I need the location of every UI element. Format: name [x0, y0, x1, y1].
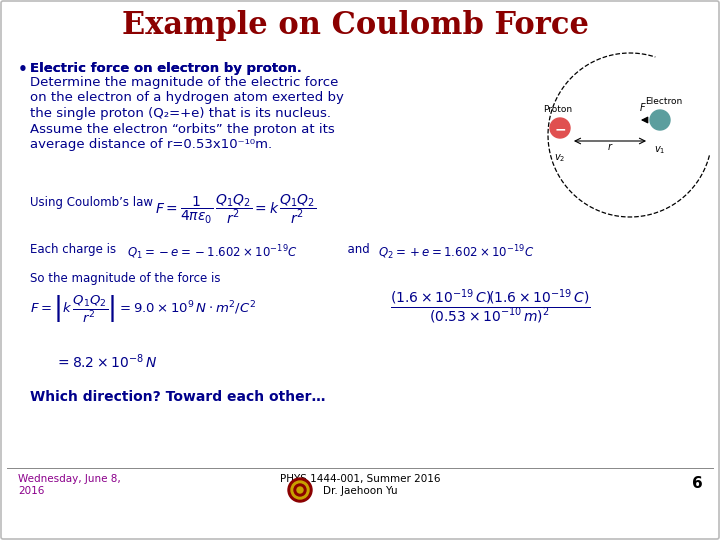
Text: So the magnitude of the force is: So the magnitude of the force is [30, 272, 220, 285]
Text: Using Coulomb’s law: Using Coulomb’s law [30, 196, 153, 209]
Text: Example on Coulomb Force: Example on Coulomb Force [122, 10, 588, 41]
Text: Electron: Electron [645, 97, 683, 106]
Text: $\dfrac{\left(1.6\times10^{-19}\,C\right)\!\left(1.6\times10^{-19}\,C\right)}{\l: $\dfrac{\left(1.6\times10^{-19}\,C\right… [390, 287, 591, 326]
Text: •: • [18, 62, 28, 77]
Text: Electric force on electron by proton.: Electric force on electron by proton. [30, 62, 302, 75]
Circle shape [297, 487, 303, 493]
Text: −: − [554, 122, 566, 136]
Text: Determine the magnitude of the electric force: Determine the magnitude of the electric … [30, 76, 338, 89]
Text: $\mathit{v}_2$: $\mathit{v}_2$ [554, 152, 566, 164]
Circle shape [650, 110, 670, 130]
Text: Each charge is: Each charge is [30, 243, 116, 256]
Text: the single proton (Q₂=+e) that is its nucleus.: the single proton (Q₂=+e) that is its nu… [30, 107, 331, 120]
Circle shape [288, 478, 312, 502]
Text: Proton: Proton [544, 105, 572, 114]
Text: $Q_1 = -e = -1.602\times10^{-19}C$: $Q_1 = -e = -1.602\times10^{-19}C$ [127, 243, 298, 262]
Text: r: r [608, 142, 612, 152]
Text: Assume the electron “orbits” the proton at its: Assume the electron “orbits” the proton … [30, 123, 335, 136]
Text: $F = \dfrac{1}{4\pi\varepsilon_0}\,\dfrac{Q_1 Q_2}{r^2} = k\,\dfrac{Q_1 Q_2}{r^2: $F = \dfrac{1}{4\pi\varepsilon_0}\,\dfra… [155, 193, 316, 226]
Text: $= 8.2\times10^{-8}\,N$: $= 8.2\times10^{-8}\,N$ [55, 352, 157, 370]
Text: $Q_2 = +e = 1.602\times10^{-19}C$: $Q_2 = +e = 1.602\times10^{-19}C$ [378, 243, 534, 262]
Text: and: and [340, 243, 377, 256]
Circle shape [550, 118, 570, 138]
Circle shape [291, 481, 309, 499]
Text: Wednesday, June 8,
2016: Wednesday, June 8, 2016 [18, 474, 121, 496]
Text: Electric force on electron by proton: Electric force on electron by proton [30, 62, 297, 75]
Text: average distance of r=0.53x10⁻¹⁰m.: average distance of r=0.53x10⁻¹⁰m. [30, 138, 272, 151]
Circle shape [294, 484, 306, 496]
Text: F: F [640, 103, 646, 113]
Text: 6: 6 [692, 476, 703, 491]
Text: $\mathit{v}_1$: $\mathit{v}_1$ [654, 144, 666, 156]
Text: $F = \left|k\,\dfrac{Q_1 Q_2}{r^2}\right| = 9.0\times10^9\,N\cdot m^2/C^2$: $F = \left|k\,\dfrac{Q_1 Q_2}{r^2}\right… [30, 293, 256, 324]
Text: Which direction? Toward each other…: Which direction? Toward each other… [30, 390, 325, 404]
Text: on the electron of a hydrogen atom exerted by: on the electron of a hydrogen atom exert… [30, 91, 344, 105]
Text: PHYS 1444-001, Summer 2016
Dr. Jaehoon Yu: PHYS 1444-001, Summer 2016 Dr. Jaehoon Y… [280, 474, 440, 496]
